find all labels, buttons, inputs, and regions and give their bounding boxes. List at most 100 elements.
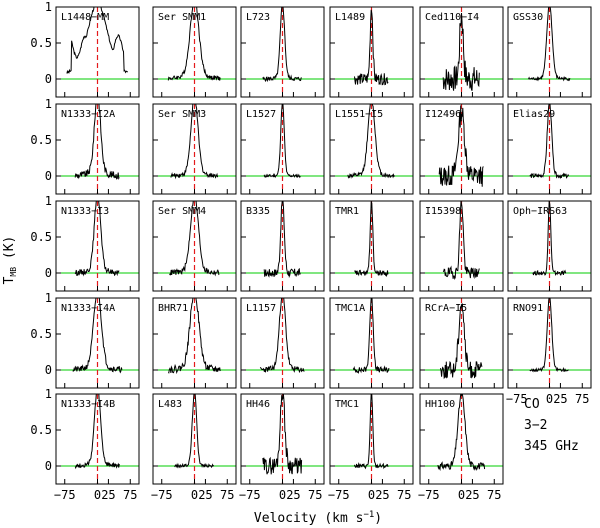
spectrum-line [167,298,221,375]
panel-label: HH100 [425,399,455,410]
panel: I15398 [419,200,504,292]
panel-label: Ser SMM3 [158,109,206,120]
spectrum-line [532,201,567,277]
panel: TMC1 [329,393,414,485]
panel-label: N1333−I2A [61,109,115,120]
spectrum-line [170,104,219,180]
panel: L1448−MM [55,6,140,98]
y-tick-label: 0.5 [30,133,52,147]
y-tick-label: 1 [45,194,52,208]
panel: Ser SMM3 [152,103,237,195]
spectrum-line [347,104,395,179]
panel: L1157 [240,297,325,389]
spectrum-line [438,105,484,187]
x-tick-label: 0 [368,488,375,502]
panel: L1527 [240,103,325,195]
panels-group: L1448−MM Ser SMM1 L723 L1489 Ced110−I4 GSS30 N… [55,6,592,485]
annotation-frequency: 345 GHz [524,439,579,454]
y-axis-title: TMB (K) [2,236,18,285]
x-tick-label: 25 [101,488,115,502]
x-tick-label: 25 [553,392,567,406]
panel: TMC1A [329,297,414,389]
spectrum-line [66,7,129,74]
x-tick-label: 75 [123,488,137,502]
panel: Ser SMM1 [152,6,237,98]
panel-label: N1333−I4B [61,399,115,410]
annotation-transition: 3−2 [524,418,548,433]
y-tick-labels: 1 0.5 0 1 0.5 0 1 0.5 0 1 0.5 0 1 0.5 0 [30,0,52,473]
panel: N1333−I4A [55,297,140,389]
panel-label: TMR1 [335,206,359,217]
panel-label: Ced110−I4 [425,12,479,23]
spectrum-line [263,104,301,179]
panel: L1489 [329,6,414,98]
x-tick-label: 75 [397,488,411,502]
panel-label: N1333−I4A [61,303,115,314]
panel-label: TMC1 [335,399,359,410]
panel: BHR71 [152,297,237,389]
x-tick-label: 0 [191,488,198,502]
panel: Ced110−I4 [419,6,504,98]
y-tick-label: 0 [45,459,52,473]
y-tick-label: 0 [45,72,52,86]
panel-label: Elias29 [513,109,555,120]
panel: N1333−I4B [55,393,140,485]
y-tick-label: 1 [45,0,52,14]
y-tick-label: 0.5 [30,423,52,437]
spectrum-line [72,298,123,374]
x-tick-label: 25 [465,488,479,502]
spectrum-line [74,201,120,277]
panel-label: Ser SMM1 [158,12,206,23]
panel-label: L483 [158,399,182,410]
y-tick-label: 1 [45,291,52,305]
panel: Elias29 [507,103,592,195]
panel-label: L1448−MM [61,12,109,23]
y-tick-label: 0.5 [30,36,52,50]
x-tick-label: 25 [375,488,389,502]
panel: L483 [152,393,237,485]
panel-label: B335 [246,206,270,217]
spectrum-line [529,104,570,180]
panel-label: L1551−I5 [335,109,383,120]
panel: RCrA−I5 [419,297,504,389]
panel: HH100 [419,393,504,485]
spectrum-line [262,394,303,475]
x-tick-label: 75 [308,488,322,502]
y-tick-label: 1 [45,387,52,401]
spectrum-line [167,7,221,81]
x-tick-label: 75 [575,392,589,406]
annotation-block: CO 3−2 345 GHz [524,394,579,457]
panel: HH46 [240,393,325,485]
x-tick-label: −75 [151,488,173,502]
x-tick-label: 0 [546,392,553,406]
y-tick-label: 0 [45,169,52,183]
annotation-molecule: CO [524,397,540,412]
x-tick-label: 75 [220,488,234,502]
x-tick-labels: −75 0 25 75−75 0 25 75 −75 0 25 75 −75 0 25 75 −75 0 25 75… [54,392,590,502]
panel-label: L1489 [335,12,365,23]
panel-label: Ser SMM4 [158,206,206,217]
x-tick-label: −75 [506,392,528,406]
x-tick-label: −75 [239,488,261,502]
x-tick-label: 75 [487,488,501,502]
x-tick-label: 25 [286,488,300,502]
spectrum-line [352,298,390,374]
spectrum-line [442,12,480,91]
spectrum-line [74,104,120,180]
panel: Ser SMM4 [152,200,237,292]
x-tick-label: 25 [198,488,212,502]
spectrum-line [354,9,389,86]
panel: L1551−I5 [329,103,414,195]
panel-label: HH46 [246,399,270,410]
spectrum-line [442,201,480,281]
spectrum-line [354,394,389,470]
panel: N1333−I3 [55,200,140,292]
x-tick-label: −75 [54,488,76,502]
spectrum-line [529,298,569,373]
spectrum-line [169,201,220,277]
y-tick-label: 0 [45,363,52,377]
panel-label: RNO91 [513,303,543,314]
y-tick-label: 0.5 [30,230,52,244]
panel-label: N1333−I3 [61,206,109,217]
y-tick-label: 1 [45,97,52,111]
